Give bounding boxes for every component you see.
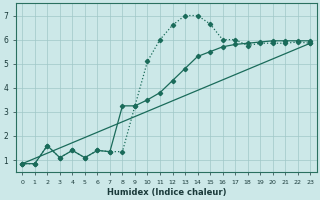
- X-axis label: Humidex (Indice chaleur): Humidex (Indice chaleur): [107, 188, 226, 197]
